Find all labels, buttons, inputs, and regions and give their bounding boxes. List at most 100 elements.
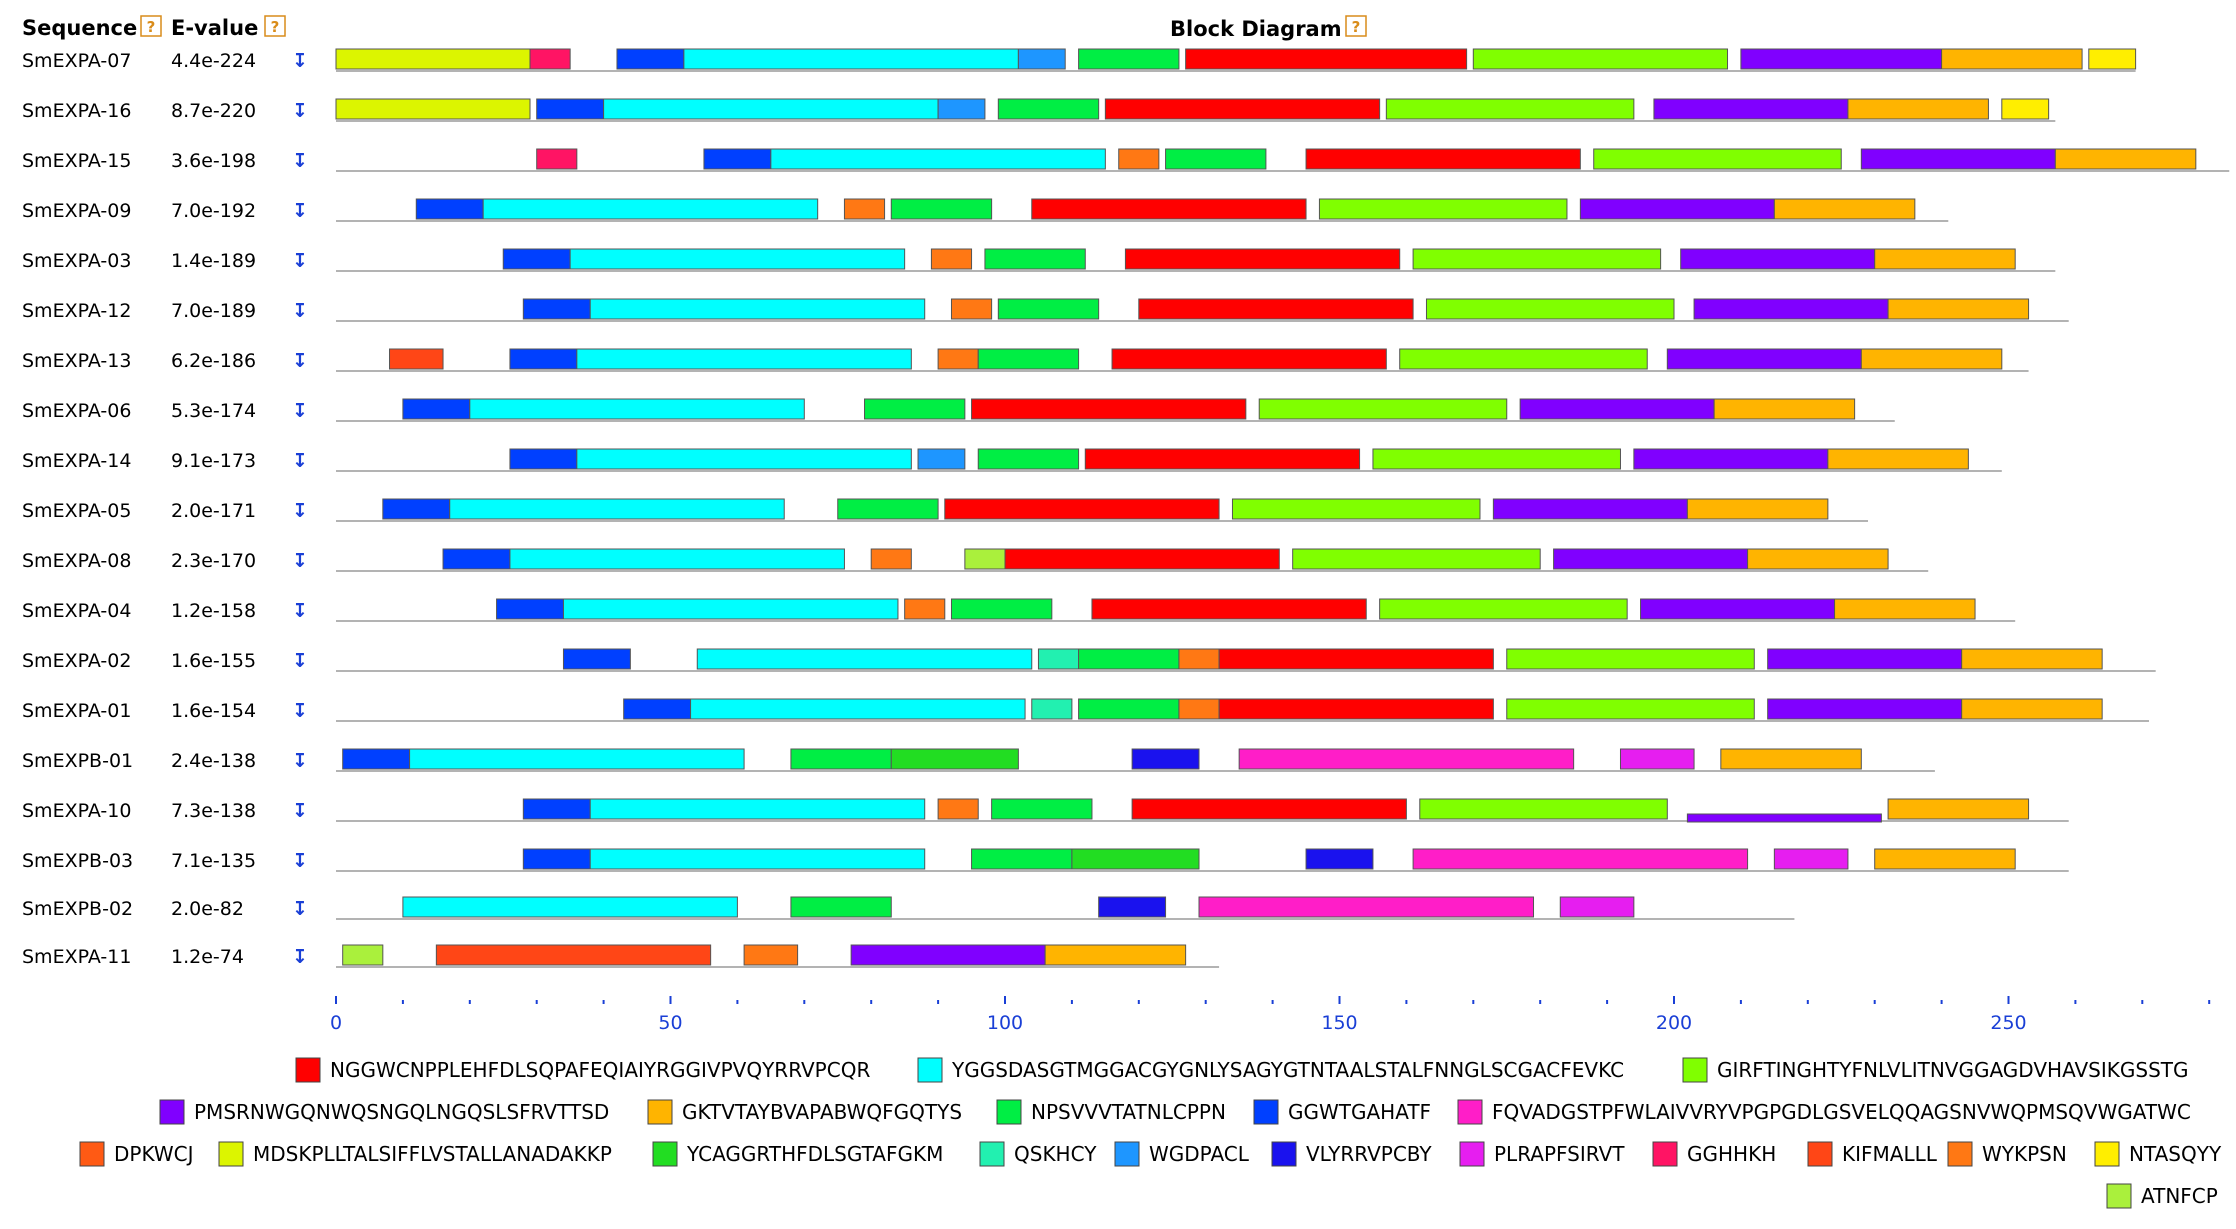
motif-block[interactable] bbox=[977, 448, 1080, 470]
motif-block[interactable] bbox=[937, 798, 979, 820]
motif-block[interactable] bbox=[1372, 448, 1621, 470]
motif-block[interactable] bbox=[1834, 598, 1976, 620]
motif-block[interactable] bbox=[1553, 548, 1749, 570]
motif-block[interactable] bbox=[2088, 48, 2137, 70]
motif-block[interactable] bbox=[435, 944, 712, 966]
motif-block[interactable] bbox=[1593, 148, 1842, 170]
motif-block[interactable] bbox=[1747, 548, 1889, 570]
sequence-name[interactable]: SmEXPA-09 bbox=[22, 200, 131, 222]
motif-block[interactable] bbox=[930, 248, 973, 270]
motif-block[interactable] bbox=[837, 498, 939, 520]
motif-block[interactable] bbox=[1399, 348, 1648, 370]
motif-block[interactable] bbox=[1633, 448, 1829, 470]
motif-block[interactable] bbox=[864, 398, 966, 420]
motif-block[interactable] bbox=[562, 598, 899, 620]
motif-block[interactable] bbox=[1579, 198, 1775, 220]
motif-block[interactable] bbox=[1098, 896, 1167, 918]
motif-block[interactable] bbox=[1874, 848, 2016, 870]
motif-block[interactable] bbox=[402, 398, 471, 420]
motif-block[interactable] bbox=[1131, 748, 1200, 770]
motif-block[interactable] bbox=[790, 748, 892, 770]
sequence-name[interactable]: SmEXPB-01 bbox=[22, 750, 133, 772]
motif-block[interactable] bbox=[1218, 698, 1494, 720]
motif-block[interactable] bbox=[536, 148, 578, 170]
motif-block[interactable] bbox=[1419, 798, 1668, 820]
motif-block[interactable] bbox=[409, 748, 745, 770]
motif-block[interactable] bbox=[1078, 698, 1180, 720]
motif-block[interactable] bbox=[1078, 48, 1180, 70]
motif-block[interactable] bbox=[997, 298, 1100, 320]
motif-block[interactable] bbox=[890, 748, 1019, 770]
motif-block[interactable] bbox=[509, 448, 578, 470]
motif-block[interactable] bbox=[1887, 298, 2030, 320]
motif-block[interactable] bbox=[342, 944, 384, 966]
motif-block[interactable] bbox=[1941, 48, 2083, 70]
motif-block[interactable] bbox=[1031, 198, 1307, 220]
motif-block[interactable] bbox=[1165, 148, 1267, 170]
motif-block[interactable] bbox=[509, 548, 845, 570]
motif-block[interactable] bbox=[904, 598, 946, 620]
motif-block[interactable] bbox=[683, 48, 1019, 70]
sequence-name[interactable]: SmEXPA-14 bbox=[22, 450, 131, 472]
motif-block[interactable] bbox=[1138, 298, 1414, 320]
motif-block[interactable] bbox=[1767, 698, 1963, 720]
motif-block[interactable] bbox=[382, 498, 451, 520]
motif-block[interactable] bbox=[1385, 98, 1635, 120]
motif-block[interactable] bbox=[1124, 248, 1401, 270]
motif-block[interactable] bbox=[690, 698, 1026, 720]
sequence-name[interactable]: SmEXPA-05 bbox=[22, 500, 131, 522]
motif-block[interactable] bbox=[1874, 248, 2016, 270]
motif-block[interactable] bbox=[1305, 148, 1581, 170]
motif-block[interactable] bbox=[1292, 548, 1541, 570]
motif-block[interactable] bbox=[950, 598, 1053, 620]
motif-block[interactable] bbox=[1084, 448, 1361, 470]
motif-block[interactable] bbox=[1506, 698, 1755, 720]
motif-block[interactable] bbox=[603, 98, 939, 120]
motif-block[interactable] bbox=[1619, 748, 1695, 770]
motif-block[interactable] bbox=[1238, 748, 1575, 770]
motif-block[interactable] bbox=[1686, 498, 1829, 520]
motif-block[interactable] bbox=[1412, 848, 1749, 870]
sequence-name[interactable]: SmEXPA-10 bbox=[22, 800, 131, 822]
sequence-name[interactable]: SmEXPA-13 bbox=[22, 350, 131, 372]
motif-block[interactable] bbox=[1773, 848, 1849, 870]
motif-block[interactable] bbox=[1492, 498, 1688, 520]
motif-block[interactable] bbox=[850, 944, 1046, 966]
motif-block[interactable] bbox=[964, 548, 1006, 570]
motif-block[interactable] bbox=[1847, 98, 1989, 120]
motif-block[interactable] bbox=[1686, 813, 1882, 823]
motif-block[interactable] bbox=[1640, 598, 1836, 620]
motif-block[interactable] bbox=[971, 398, 1247, 420]
motif-block[interactable] bbox=[1017, 48, 1066, 70]
motif-block[interactable] bbox=[589, 798, 926, 820]
motif-block[interactable] bbox=[1506, 648, 1755, 670]
motif-block[interactable] bbox=[1185, 48, 1468, 70]
motif-block[interactable] bbox=[1218, 648, 1494, 670]
motif-block[interactable] bbox=[1693, 298, 1889, 320]
motif-block[interactable] bbox=[469, 398, 805, 420]
motif-block[interactable] bbox=[703, 148, 772, 170]
motif-block[interactable] bbox=[770, 148, 1106, 170]
motif-block[interactable] bbox=[536, 98, 605, 120]
motif-block[interactable] bbox=[1104, 98, 1381, 120]
motif-block[interactable] bbox=[1887, 798, 2030, 820]
motif-block[interactable] bbox=[522, 798, 591, 820]
motif-block[interactable] bbox=[576, 348, 912, 370]
motif-block[interactable] bbox=[1004, 548, 1280, 570]
motif-block[interactable] bbox=[937, 98, 986, 120]
motif-block[interactable] bbox=[623, 698, 692, 720]
motif-block[interactable] bbox=[1305, 848, 1374, 870]
motif-block[interactable] bbox=[402, 896, 738, 918]
motif-block[interactable] bbox=[442, 548, 511, 570]
motif-block[interactable] bbox=[1472, 48, 1729, 70]
motif-block[interactable] bbox=[502, 248, 571, 270]
motif-block[interactable] bbox=[522, 848, 591, 870]
motif-block[interactable] bbox=[1031, 698, 1073, 720]
motif-block[interactable] bbox=[984, 248, 1086, 270]
motif-block[interactable] bbox=[937, 348, 979, 370]
sequence-name[interactable]: SmEXPA-02 bbox=[22, 650, 131, 672]
motif-block[interactable] bbox=[1773, 198, 1916, 220]
sequence-name[interactable]: SmEXPB-03 bbox=[22, 850, 133, 872]
motif-block[interactable] bbox=[1231, 498, 1481, 520]
motif-block[interactable] bbox=[997, 98, 1100, 120]
